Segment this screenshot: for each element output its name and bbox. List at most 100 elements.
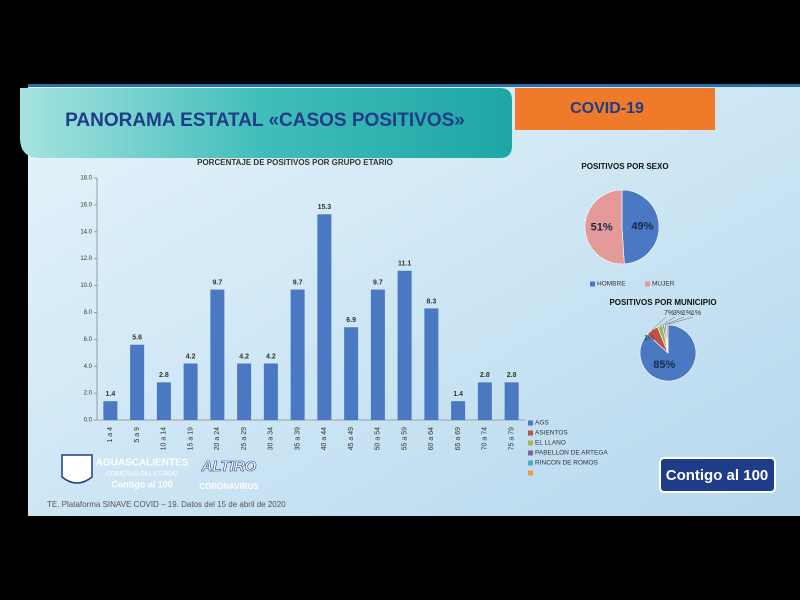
legend-swatch <box>528 430 533 436</box>
bar <box>424 308 439 420</box>
pie-slice <box>584 189 625 265</box>
source: TE. Plataforma SINAVE COVID – 19. Datos … <box>47 500 286 509</box>
x-tick-label: 45 a 49 <box>348 427 355 450</box>
x-tick-label: 70 a 74 <box>482 427 489 450</box>
chart-title: POSITIVOS POR MUNICIPIO <box>609 298 716 307</box>
bar <box>103 401 118 420</box>
campaign-logo: ALTIRO CORONAVIRUS <box>199 458 259 491</box>
bar <box>156 382 171 420</box>
data-label: 49% <box>631 220 653 232</box>
data-label: 9.7 <box>373 279 383 286</box>
y-tick-label: 12.0 <box>80 256 92 262</box>
data-label: 1% <box>644 335 654 342</box>
legend-swatch <box>528 440 533 446</box>
data-label: 15.3 <box>318 204 332 211</box>
legend-swatch <box>528 420 533 426</box>
slide-title: PANORAMA ESTATAL «CASOS POSITIVOS» <box>65 110 465 131</box>
badge-text: Contigo al 100 <box>666 467 769 484</box>
campaign: ALTIRO <box>201 458 257 475</box>
data-label: 2.8 <box>480 372 490 379</box>
data-label: 1% <box>691 310 701 317</box>
chart-title: POSITIVOS POR SEXO <box>581 162 668 171</box>
state-name: AGUASCALIENTES <box>96 458 189 469</box>
x-tick-label: 5 a 9 <box>134 427 141 443</box>
data-label: 4.2 <box>186 353 196 360</box>
bar <box>263 363 278 420</box>
bar <box>344 327 359 420</box>
bar <box>504 382 519 420</box>
bar <box>290 289 305 420</box>
x-tick-label: 30 a 34 <box>268 427 275 450</box>
government: GOBIERNO DEL ESTADO <box>106 472 178 478</box>
y-tick-label: 14.0 <box>80 229 92 235</box>
x-tick-label: 65 a 69 <box>455 427 462 450</box>
legend-label: ASIENTOS <box>535 430 568 437</box>
bar <box>477 382 492 420</box>
bar <box>237 363 252 420</box>
campaign-sub: CORONAVIRUS <box>199 482 259 491</box>
legend-swatch <box>645 281 650 287</box>
data-label: 4.2 <box>266 353 276 360</box>
chart-title: PORCENTAJE DE POSITIVOS POR GRUPO ETARIO <box>197 158 393 167</box>
x-tick-label: 75 a 79 <box>508 427 515 450</box>
data-label: 8.3 <box>427 298 437 305</box>
data-label: 1.4 <box>453 391 463 398</box>
leader-line <box>659 316 676 327</box>
x-tick-label: 50 a 54 <box>375 427 382 450</box>
y-tick-label: 8.0 <box>84 310 93 316</box>
legend-label: MUJER <box>652 281 675 288</box>
x-tick-label: 1 a 4 <box>107 427 114 443</box>
legend-label: HOMBRE <box>597 281 626 288</box>
bar <box>183 363 198 420</box>
bar <box>130 344 145 420</box>
data-label: 5.6 <box>132 335 142 342</box>
data-label: 1% <box>682 310 692 317</box>
data-label: 6.9 <box>346 317 356 324</box>
legend-label: AGS <box>535 420 549 427</box>
y-tick-label: 4.0 <box>84 364 93 370</box>
data-label: 85% <box>653 359 675 371</box>
data-label: 51% <box>591 222 613 234</box>
legend-swatch <box>528 450 533 456</box>
legend-label: PABELLON DE ARTEGA <box>535 450 608 457</box>
y-tick-label: 0.0 <box>84 418 93 424</box>
top-rule <box>28 84 800 87</box>
x-tick-label: 20 a 24 <box>214 427 221 450</box>
data-label: 4.2 <box>239 353 249 360</box>
y-tick-label: 6.0 <box>84 337 93 343</box>
x-tick-label: 55 a 59 <box>401 427 408 450</box>
legend-swatch <box>590 281 595 287</box>
y-tick-label: 16.0 <box>80 202 92 208</box>
leader-line <box>651 316 667 331</box>
bar <box>210 289 225 420</box>
data-label: 3% <box>673 310 683 317</box>
slogan: Contigo al 100 <box>111 479 173 489</box>
badge <box>659 457 776 493</box>
data-label: 9.7 <box>213 279 223 286</box>
y-tick-label: 10.0 <box>80 283 92 289</box>
legend-label: EL LLANO <box>535 440 566 447</box>
title-banner <box>20 88 512 158</box>
bar <box>451 401 466 420</box>
legend-label: RINCON DE ROMOS <box>535 460 599 467</box>
crest <box>61 454 93 484</box>
x-tick-label: 40 a 44 <box>321 427 328 450</box>
x-tick-label: 15 a 19 <box>187 427 194 450</box>
state-logo: AGUASCALIENTES GOBIERNO DEL ESTADO Conti… <box>61 454 189 489</box>
tag: COVID-19 <box>570 100 644 117</box>
x-tick-label: 35 a 39 <box>294 427 301 450</box>
data-label: 9.7 <box>293 279 303 286</box>
pie-slice <box>665 324 669 354</box>
x-tick-label: 10 a 14 <box>161 427 168 450</box>
data-label: 2.8 <box>159 372 169 379</box>
bar <box>370 289 385 420</box>
data-label: 11.1 <box>398 261 411 268</box>
x-tick-label: 60 a 64 <box>428 427 435 450</box>
legend-swatch <box>528 460 533 466</box>
y-tick-label: 18.0 <box>80 176 92 182</box>
leader-line <box>663 316 685 326</box>
data-label: 7% <box>664 310 674 317</box>
y-tick-label: 2.0 <box>84 391 93 397</box>
